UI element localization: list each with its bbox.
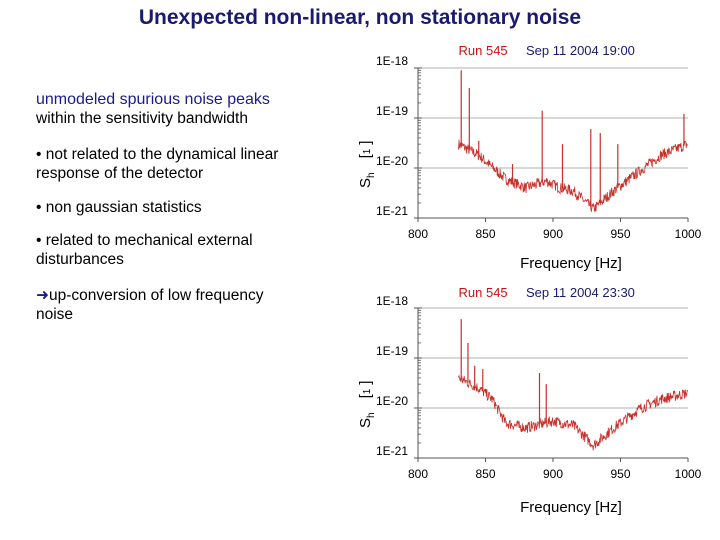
bullet-item: • related to mechanical external disturb… (36, 231, 253, 269)
bullet-line: • related to mechanical external (36, 232, 253, 249)
bullet-item: • not related to the dynamical linear re… (36, 145, 278, 183)
heading-line: unmodeled spurious noise peaks (36, 91, 270, 108)
bullet-line: • not related to the dynamical linear (36, 146, 279, 163)
x-tick-label: 800 (408, 227, 428, 241)
bullet-line: • non gaussian statistics (36, 199, 202, 216)
arrow-right-icon: ➜ (36, 286, 49, 304)
noise-trace (458, 139, 689, 213)
y-tick-label: 1E-18 (376, 294, 408, 308)
y-tick-label: 1E-18 (376, 54, 408, 68)
y-tick-label: 1E-20 (376, 394, 408, 408)
heading-text: unmodeled spurious noise peaks within th… (36, 90, 270, 128)
x-axis-label: Frequency [Hz] (520, 255, 622, 272)
y-tick-label: 1E-19 (376, 104, 408, 118)
x-tick-label: 850 (475, 227, 495, 241)
bullet-line: disturbances (36, 251, 124, 268)
conclusion-line: up-conversion of low frequency (49, 287, 264, 304)
timestamp-label: Sep 11 2004 23:30 (526, 285, 635, 300)
y-tick-label: 1E-21 (376, 204, 408, 218)
x-tick-label: 950 (610, 467, 630, 481)
x-axis-label: Frequency [Hz] (520, 499, 622, 516)
y-tick-label: 1E-19 (376, 344, 408, 358)
y-tick-label: 1E-20 (376, 154, 408, 168)
page-title: Unexpected non-linear, non stationary no… (138, 6, 582, 29)
x-tick-label: 850 (475, 467, 495, 481)
conclusion-item: ➜up-conversion of low frequency noise (36, 286, 264, 324)
bullet-item: • non gaussian statistics (36, 198, 202, 217)
x-tick-label: 800 (408, 467, 428, 481)
x-tick-label: 1000 (675, 467, 702, 481)
heading-line: within the sensitivity bandwidth (36, 110, 248, 127)
run-label: Run 545 (459, 285, 508, 300)
timestamp-label: Sep 11 2004 19:00 (526, 43, 635, 58)
run-label: Run 545 (459, 43, 508, 58)
x-tick-label: 900 (543, 467, 563, 481)
conclusion-line: noise (36, 306, 74, 323)
x-tick-label: 900 (543, 227, 563, 241)
bullet-line: response of the detector (36, 165, 204, 182)
y-tick-label: 1E-21 (376, 444, 408, 458)
x-tick-label: 1000 (675, 227, 702, 241)
y-axis-label: Sh[1] (357, 381, 377, 428)
y-axis-label: Sh[1] (357, 141, 377, 188)
x-tick-label: 950 (610, 227, 630, 241)
noise-trace (458, 375, 689, 451)
